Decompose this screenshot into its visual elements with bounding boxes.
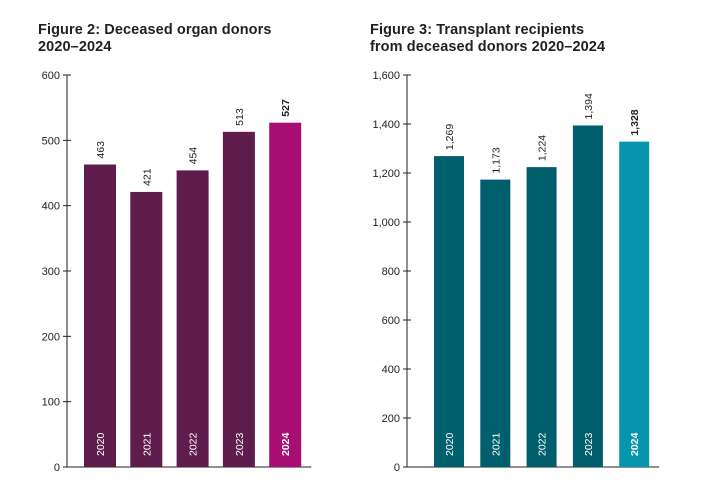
donors-category-label: 2020: [95, 432, 107, 456]
donors-y-tick-label: 300: [42, 266, 60, 278]
recipients-category-label: 2020: [444, 432, 456, 456]
recipients-bar-2021: [480, 179, 511, 468]
donors-bar-2023: [222, 131, 255, 467]
recipients-bar-2022: [526, 167, 557, 467]
donors-bar-2021: [130, 191, 163, 468]
recipients-y-tick-label: 200: [382, 413, 400, 425]
recipients-value-label: 1,269: [444, 124, 456, 150]
donors-chart-plot: 0 100 200 300 400 500 600 463 2020 421 2021 454 2022…: [42, 70, 312, 474]
recipients-y-tick-label: 0: [394, 462, 400, 474]
donors-value-label: 527: [280, 99, 292, 117]
donors-y-tick-label: 600: [42, 70, 60, 82]
donors-y-tick-label: 400: [42, 201, 60, 213]
donors-category-label: 2022: [188, 432, 200, 456]
recipients-value-label: 1,173: [490, 147, 502, 173]
recipients-y-tick-label: 400: [382, 364, 400, 376]
recipients-y-tick-label: 600: [382, 315, 400, 327]
recipients-y-tick-label: 1,200: [372, 168, 400, 180]
recipients-chart-plot: 0 200 400 600 800 1,000 1,200 1,400 1,600 1,269 20…: [372, 70, 660, 474]
recipients-category-label: 2022: [537, 432, 549, 456]
recipients-y-tick-label: 1,000: [372, 217, 400, 229]
recipients-bar-2020: [434, 156, 464, 467]
recipients-y-tick-label: 800: [382, 266, 400, 278]
donors-bar-2024: [269, 122, 302, 468]
donors-chart-title: Figure 2: Deceased organ donors 2020–202…: [38, 22, 272, 55]
recipients-value-label: 1,394: [583, 93, 595, 119]
donors-value-label: 421: [141, 168, 153, 186]
recipients-value-label: 1,328: [629, 109, 641, 135]
recipients-category-label: 2021: [490, 432, 502, 456]
donors-category-label: 2024: [280, 432, 292, 456]
recipients-chart-title: Figure 3: Transplant recipients from dec…: [370, 22, 606, 55]
donors-y-tick-label: 500: [42, 135, 60, 147]
donors-bar-2020: [84, 164, 116, 468]
recipients-y-tick-label: 1,600: [372, 70, 400, 82]
recipients-category-label: 2024: [629, 432, 641, 456]
donors-y-tick-label: 100: [42, 397, 60, 409]
donors-bar-2022: [176, 170, 209, 468]
donors-chart-panel: Figure 2: Deceased organ donors 2020–202…: [38, 22, 312, 474]
donors-category-label: 2021: [141, 432, 153, 456]
donors-value-label: 454: [188, 147, 200, 165]
donors-category-label: 2023: [234, 432, 246, 456]
recipients-bar-2023: [572, 125, 603, 467]
donors-value-label: 463: [95, 141, 107, 159]
recipients-chart-panel: Figure 3: Transplant recipients from dec…: [356, 0, 712, 484]
recipients-bar-2024: [619, 141, 650, 467]
donors-y-tick-label: 200: [42, 331, 60, 343]
recipients-category-label: 2023: [583, 432, 595, 456]
recipients-y-tick-label: 1,400: [372, 119, 400, 131]
donors-y-tick-label: 0: [54, 462, 60, 474]
recipients-value-label: 1,224: [537, 135, 549, 161]
donors-value-label: 513: [234, 108, 246, 126]
